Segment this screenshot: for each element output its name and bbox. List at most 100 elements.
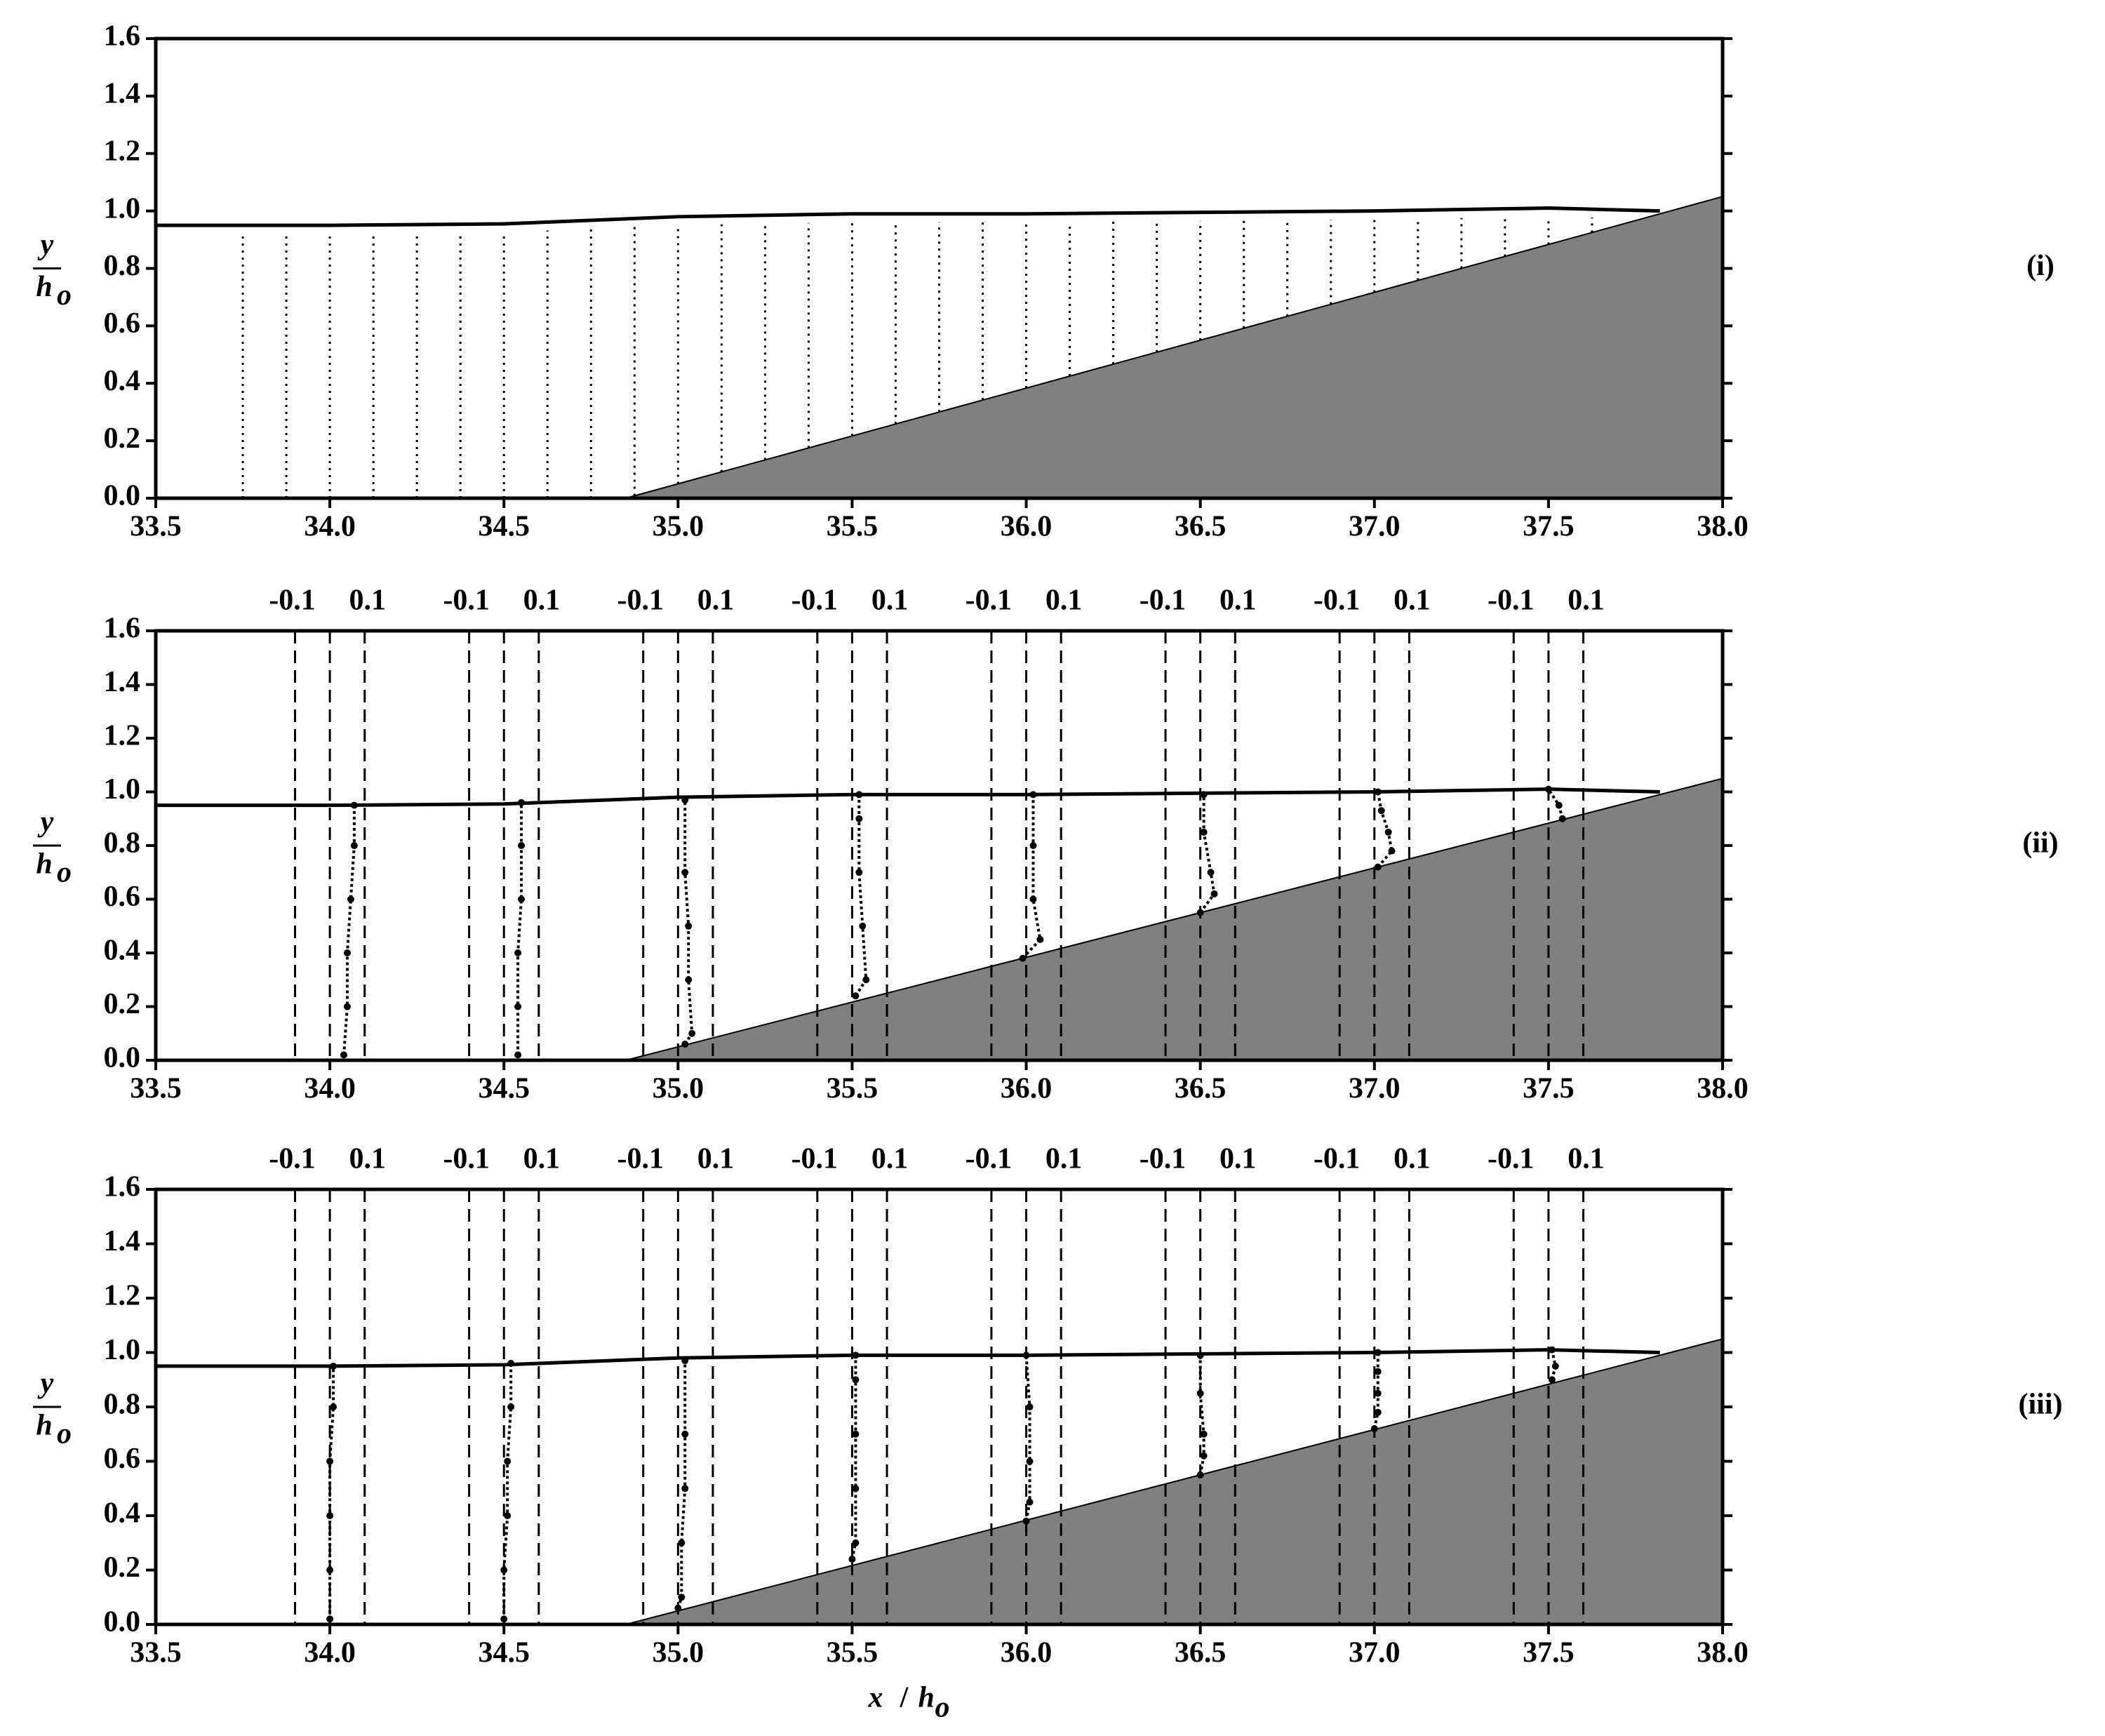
y-tick-label: 0.8: [104, 827, 141, 860]
profile-point: [1036, 935, 1044, 943]
profile-point: [1200, 1452, 1208, 1460]
x-tick-label: 34.0: [304, 1073, 356, 1105]
x-tick-label: 37.5: [1523, 511, 1575, 543]
velocity-profile: [676, 1361, 687, 1609]
profile-point: [343, 1003, 351, 1010]
profile-point: [518, 895, 526, 903]
x-tick-label: 35.0: [653, 1073, 704, 1105]
x-tick-label: 36.0: [1001, 511, 1052, 543]
panel-label: (i): [2026, 250, 2054, 282]
velocity-axis-label: 0.1: [349, 585, 386, 617]
profile-point: [507, 1360, 515, 1367]
profile-point: [518, 799, 526, 806]
velocity-axis-label: 0.1: [697, 1143, 735, 1175]
axis-label-numerator: y: [37, 806, 54, 839]
profile-point: [500, 1615, 508, 1623]
y-tick-label: 1.6: [104, 613, 141, 645]
velocity-profile: [328, 1366, 335, 1620]
x-tick-label: 34.5: [478, 511, 530, 543]
y-tick-label: 0.0: [104, 1042, 141, 1074]
profile-point: [681, 796, 689, 803]
velocity-axis-label: -0.1: [791, 585, 838, 617]
profile-point: [681, 1041, 689, 1048]
y-tick-label: 1.6: [104, 1171, 141, 1203]
y-tick-label: 0.4: [104, 935, 141, 967]
x-tick-label: 35.5: [827, 511, 878, 543]
profile-point: [500, 1566, 508, 1574]
profile-point: [350, 842, 358, 849]
y-tick-label: 0.4: [104, 1497, 141, 1530]
beach: [625, 1337, 1723, 1625]
axis-label-denominator: h: [36, 848, 52, 881]
profile-point: [1029, 842, 1037, 849]
x-tick-label: 38.0: [1697, 1073, 1749, 1105]
x-tick-label: 37.5: [1523, 1637, 1575, 1669]
x-axis-label-numerator: x: [868, 1682, 883, 1714]
profile-point: [848, 1556, 856, 1563]
profile-point: [1210, 890, 1218, 897]
profile-point: [1200, 1430, 1208, 1438]
velocity-axis-label: 0.1: [523, 585, 561, 617]
panel-label: (iii): [2019, 1389, 2063, 1421]
x-tick-label: 34.5: [478, 1073, 530, 1105]
y-tick-label: 1.0: [104, 192, 141, 225]
velocity-axis-label: 0.1: [1219, 585, 1257, 617]
y-tick-label: 0.8: [104, 1389, 141, 1421]
profile-point: [859, 922, 867, 930]
profile-point: [681, 1357, 689, 1365]
profile-point: [350, 801, 358, 809]
profile-point: [688, 1029, 696, 1037]
velocity-axis-label: 0.1: [1394, 1143, 1431, 1175]
profile-point: [326, 1457, 334, 1465]
profile-point: [1029, 791, 1037, 799]
y-tick-label: 0.2: [104, 422, 141, 455]
profile-point: [1374, 788, 1382, 796]
x-tick-label: 38.0: [1697, 1637, 1749, 1669]
profile-point: [1207, 869, 1215, 876]
panel: 0.0 0.2 0.4 0.6 0.8 1.0 1.2 1.4 1.6 33.5 34.0 34.5 3…: [104, 1143, 2063, 1724]
x-tick-label: 33.5: [130, 1073, 182, 1105]
x-tick-label: 34.0: [304, 511, 356, 543]
velocity-axis-label: -0.1: [1140, 1143, 1187, 1175]
x-tick-label: 35.0: [653, 511, 704, 543]
y-tick-label: 1.2: [104, 720, 141, 752]
velocity-axis-label: 0.1: [1568, 1143, 1605, 1175]
profile-point: [1026, 1457, 1034, 1465]
profile-point: [1555, 801, 1563, 809]
profile-point: [1196, 1389, 1204, 1397]
axis-label-subscript: o: [57, 857, 72, 889]
velocity-axis-label: 0.1: [1045, 585, 1083, 617]
velocity-axis-label: 0.1: [697, 585, 735, 617]
profile-point: [340, 1051, 347, 1059]
y-tick-label: 1.2: [104, 135, 141, 167]
profile-point: [681, 869, 689, 876]
profile-point: [1200, 791, 1208, 799]
velocity-axis-label: -0.1: [965, 585, 1013, 617]
plot-frame: [154, 36, 1725, 500]
y-tick-label: 0.8: [104, 250, 141, 282]
profile-point: [507, 1403, 515, 1410]
profile-point: [326, 1512, 334, 1519]
y-tick-label: 1.0: [104, 773, 141, 806]
profile-point: [1200, 828, 1208, 836]
profile-point: [518, 842, 526, 849]
velocity-axis-label: -0.1: [443, 1143, 490, 1175]
axis-label-denominator: h: [36, 271, 52, 303]
profile-point: [1029, 895, 1037, 903]
y-tick-label: 1.0: [104, 1334, 141, 1366]
x-tick-label: 33.5: [130, 511, 182, 543]
profile-point: [1374, 1389, 1382, 1397]
axis-label-subscript: o: [57, 1418, 72, 1450]
y-tick-label: 0.2: [104, 1551, 141, 1584]
profile-point: [347, 895, 354, 903]
profile-point: [862, 976, 870, 984]
y-tick-label: 1.4: [104, 1225, 141, 1257]
x-tick-label: 35.5: [827, 1073, 878, 1105]
velocity-axis-label: -0.1: [443, 585, 490, 617]
x-tick-label: 37.0: [1349, 1637, 1401, 1669]
velocity-profile: [1024, 1355, 1031, 1522]
profile-point: [852, 992, 860, 1000]
profile-point: [1196, 1351, 1204, 1359]
velocity-profile: [502, 1363, 513, 1620]
